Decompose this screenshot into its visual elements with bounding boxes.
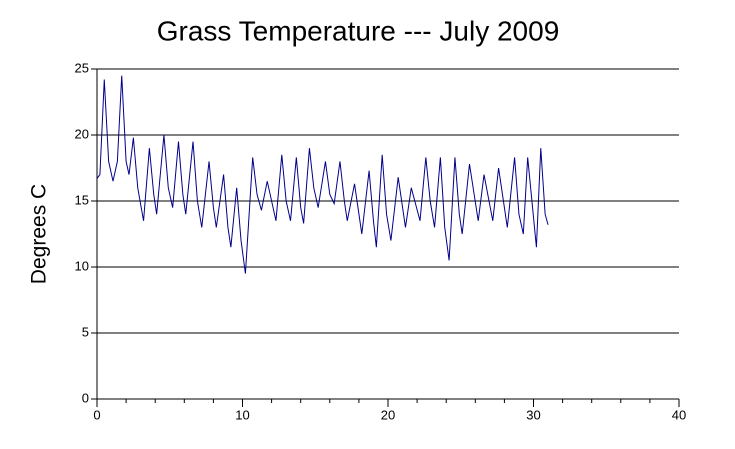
y-tick-label: 0 [82, 390, 89, 405]
x-tick-label: 0 [93, 407, 100, 422]
y-axis-label: Degrees C [28, 184, 51, 284]
x-tick-label: 10 [235, 407, 249, 422]
series-line [96, 75, 549, 274]
y-tick-label: 10 [75, 258, 89, 273]
x-tick-label: 20 [381, 407, 395, 422]
y-tick-label: 20 [75, 126, 89, 141]
y-tick-label: 5 [82, 324, 89, 339]
x-tick-label: 40 [672, 407, 686, 422]
y-tick-label: 25 [75, 60, 89, 75]
y-tick-label: 15 [75, 192, 89, 207]
x-tick-label: 30 [526, 407, 540, 422]
chart-title: Grass Temperature --- July 2009 [157, 15, 560, 46]
